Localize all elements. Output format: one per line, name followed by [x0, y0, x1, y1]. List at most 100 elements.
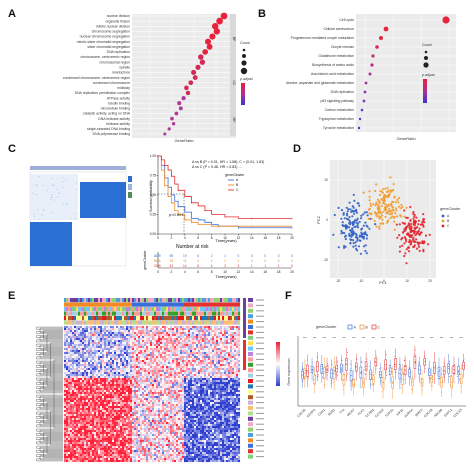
annotation-cell	[130, 307, 133, 312]
heatmap-cell	[74, 396, 77, 399]
heatmap-cell	[184, 326, 187, 329]
heatmap-cell	[84, 348, 87, 351]
heatmap-cell	[180, 350, 183, 353]
heatmap-cell	[68, 404, 71, 407]
heatmap-cell	[122, 346, 125, 349]
heatmap-cell	[174, 370, 177, 373]
heatmap-cell	[238, 354, 241, 357]
heatmap-cell	[124, 334, 127, 337]
heatmap-cell	[232, 350, 235, 353]
pca-point-c	[405, 240, 408, 243]
heatmap-cell	[70, 368, 73, 371]
heatmap-cell	[76, 336, 79, 339]
heatmap-cell	[138, 340, 141, 343]
heatmap-cell	[142, 342, 145, 345]
heatmap-cell	[152, 376, 155, 379]
heatmap-cell	[80, 380, 83, 383]
pca-point-b	[370, 212, 373, 215]
heatmap-cell	[138, 392, 141, 395]
annotation-cell	[76, 298, 79, 303]
heatmap-cell	[236, 368, 239, 371]
annotation-cell	[236, 320, 239, 325]
heatmap-cell	[218, 388, 221, 391]
heatmap-cell	[170, 344, 173, 347]
heatmap-cell	[190, 402, 193, 405]
heatmap-cell	[158, 390, 161, 393]
heatmap-cell	[122, 352, 125, 355]
heatmap-cell	[122, 350, 125, 353]
heatmap-cell	[176, 332, 179, 335]
heatmap-cell	[98, 378, 101, 381]
heatmap-cell	[70, 396, 73, 399]
heatmap-cell	[238, 326, 241, 329]
annotation-cell	[90, 316, 93, 321]
heatmap-cell	[206, 338, 209, 341]
heatmap-cell	[162, 362, 165, 365]
heatmap-cell	[220, 362, 223, 365]
annotation-cell	[144, 307, 147, 312]
heatmap-cell	[110, 334, 113, 337]
heatmap-cell	[120, 378, 123, 381]
heatmap-cell	[234, 386, 237, 389]
heatmap-cell	[96, 394, 99, 397]
pca-point-b	[400, 215, 403, 218]
annotation-cell	[228, 302, 231, 307]
heatmap-cell	[212, 390, 215, 393]
heatmap-cell	[184, 354, 187, 357]
heatmap-cell	[78, 350, 81, 353]
heatmap-cell	[106, 404, 109, 407]
pca-point-c	[413, 244, 416, 247]
heatmap-cell	[156, 404, 159, 407]
heatmap-cell	[156, 362, 159, 365]
heatmap-cell	[66, 356, 69, 359]
heatmap-cell	[158, 338, 161, 341]
heatmap-cell	[196, 390, 199, 393]
annotation-cell	[232, 320, 235, 325]
heatmap-cell	[110, 330, 113, 333]
heatmap-cell	[136, 372, 139, 375]
heatmap-cell	[106, 394, 109, 397]
heatmap-cell	[124, 396, 127, 399]
heatmap-cell	[150, 372, 153, 375]
heatmap-cell	[80, 376, 83, 379]
heatmap-cell	[158, 344, 161, 347]
term-label: nuclear division	[107, 14, 130, 18]
heatmap-cell	[78, 342, 81, 345]
annotation-cell	[164, 316, 167, 321]
heatmap-cell	[198, 372, 201, 375]
heatmap-cell	[78, 328, 81, 331]
term-label: chromosomal region	[99, 60, 130, 64]
heatmap-cell	[202, 386, 205, 389]
heatmap-cell	[210, 384, 213, 387]
heatmap-cell	[96, 348, 99, 351]
annotation-cell	[80, 316, 83, 321]
heatmap-cell	[140, 358, 143, 361]
annotation-cell	[168, 311, 171, 316]
heatmap-cell	[70, 376, 73, 379]
heatmap-cell	[180, 334, 183, 337]
heatmap-cell	[108, 348, 111, 351]
heatmap-cell	[208, 402, 211, 405]
heatmap-cell	[118, 396, 121, 399]
heatmap-cell	[174, 334, 177, 337]
heatmap-cell	[188, 400, 191, 403]
heatmap-cell	[134, 330, 137, 333]
heatmap-cell	[124, 360, 127, 363]
annotation-cell	[214, 298, 217, 303]
heatmap-cell	[202, 358, 205, 361]
heatmap-cell	[190, 394, 193, 397]
heatmap-cell	[84, 340, 87, 343]
annotation-cell	[198, 311, 201, 316]
heatmap-cell	[160, 358, 163, 361]
heatmap-cell	[204, 350, 207, 353]
heatmap-cell	[164, 366, 167, 369]
pca-point-b	[376, 198, 380, 201]
heatmap-cell	[210, 376, 213, 379]
heatmap-cell	[146, 336, 149, 339]
heatmap-cell	[108, 328, 111, 331]
heatmap-cell	[238, 366, 241, 369]
heatmap-cell	[154, 372, 157, 375]
heatmap-cell	[180, 364, 183, 367]
heatmap-cell	[232, 336, 235, 339]
